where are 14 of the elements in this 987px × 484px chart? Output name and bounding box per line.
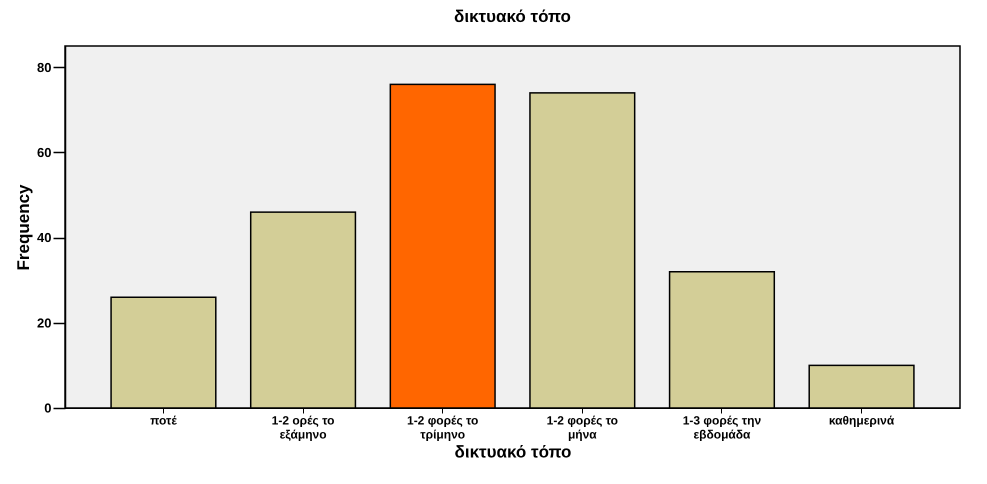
y-tick-label: 60: [37, 144, 52, 160]
y-axis-title: Frequency: [14, 184, 34, 270]
chart-title: δικτυακό τόπο: [454, 7, 571, 26]
x-tick-label: καθημερινά: [828, 414, 895, 428]
y-tick-label: 20: [37, 315, 52, 330]
x-axis-title: δικτυακό τόπο: [454, 442, 572, 462]
x-tick-label: ποτέ: [150, 414, 178, 428]
x-tick-label: 1-2 φορές το μήνα: [546, 414, 618, 442]
x-tick-label: 1-2 φορές το τρίμηνο: [407, 414, 478, 442]
y-tick-label: 0: [44, 400, 52, 416]
x-tick-label: 1-2 ορές το εξάμηνο: [272, 414, 334, 442]
y-tick-label: 40: [37, 230, 52, 246]
x-tick-label: 1-3 φορές την εβδομάδα: [682, 414, 762, 442]
y-tick-label: 80: [37, 60, 52, 75]
